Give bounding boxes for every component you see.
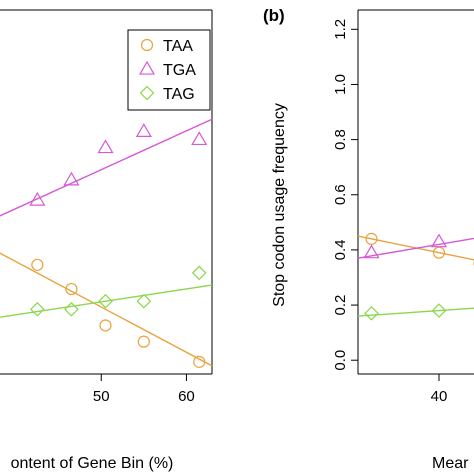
- legend-marker-tag: [139, 85, 155, 101]
- panel-a-point-tag-2: [98, 293, 113, 309]
- panel-a-point-taa-2: [99, 319, 112, 332]
- legend-marker-tga: [138, 60, 156, 75]
- panel-a: 50 60 ontent of Gene Bin (%) TAA TGA TAG: [0, 9, 213, 472]
- panel-b: (b) 0.0 0.2 0.4 0.6 0.8 1.0 1.2 40 Stop codon …: [263, 6, 474, 472]
- panel-a-point-tag-3: [136, 293, 152, 309]
- panel-b-y-tick-label-5: 1.0: [332, 74, 349, 95]
- panel-b-point-tag-1: [431, 303, 447, 318]
- panel-a-point-tag-1: [64, 301, 79, 317]
- panel-b-y-axis-title: Stop codon usage frequency: [271, 103, 288, 307]
- legend-label-tag: TAG: [163, 86, 195, 103]
- panel-b-point-taa-0: [365, 232, 378, 245]
- panel-a-fit-line-tga: [0, 118, 213, 217]
- panel-b-fit-line-taa: [357, 235, 474, 261]
- panel-a-x-tick-label-1: 60: [178, 388, 195, 405]
- panel-a-point-tga-4: [191, 131, 208, 146]
- panel-a-point-taa-3: [137, 335, 150, 348]
- panel-a-point-taa-1: [65, 282, 78, 296]
- panel-a-x-axis-title: ontent of Gene Bin (%): [11, 455, 174, 472]
- legend-label-taa: TAA: [163, 38, 193, 55]
- panel-b-fit-line-tga: [357, 237, 474, 259]
- panel-a-fit-line-taa: [0, 252, 213, 367]
- panel-b-x-tick-label-0: 40: [431, 388, 448, 405]
- panel-a-point-tga-1: [63, 171, 80, 186]
- panel-b-y-tick-label-2: 0.4: [332, 239, 349, 260]
- legend-marker-taa: [140, 38, 154, 52]
- panel-a-point-tga-0: [29, 191, 46, 206]
- panel-b-y-tick-label-0: 0.0: [332, 350, 349, 371]
- panel-a-point-tag-4: [191, 265, 207, 281]
- panel-b-y-tick-label-6: 1.2: [332, 19, 349, 40]
- panel-a-x-tick-label-0: 50: [93, 388, 110, 405]
- panel-a-fit-line-tag: [0, 284, 213, 318]
- panel-b-point-tga-0: [363, 244, 380, 259]
- panel-a-point-tga-2: [97, 139, 114, 154]
- panel-b-label: (b): [263, 6, 285, 25]
- panel-b-y-tick-label-4: 0.8: [332, 129, 349, 150]
- legend: TAA TGA TAG: [127, 29, 211, 111]
- panel-b-y-tick-label-3: 0.6: [332, 184, 349, 205]
- panel-a-point-taa-4: [193, 355, 206, 368]
- panel-a-point-taa-0: [31, 258, 44, 271]
- panel-a-point-tag-0: [29, 301, 45, 317]
- legend-label-tga: TGA: [163, 62, 196, 79]
- panel-b-point-tga-1: [430, 233, 448, 248]
- panel-b-fit-line-tag: [357, 307, 474, 317]
- panel-b-point-tag-0: [364, 305, 379, 321]
- panel-b-y-tick-label-1: 0.2: [332, 295, 349, 316]
- panel-a-point-tga-3: [135, 123, 152, 137]
- panel-b-x-axis-title: Mear: [432, 455, 469, 472]
